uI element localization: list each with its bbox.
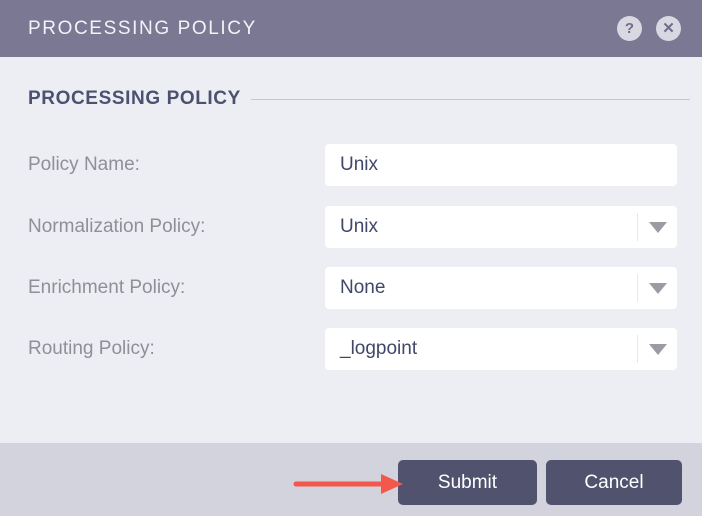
help-icon: ? [624,20,635,37]
selected-value: None [340,277,386,298]
chevron-down-icon [648,343,667,355]
dropdown-arrow-zone [637,274,677,302]
dialog-title: PROCESSING POLICY [28,17,257,39]
red-arrow-annotation-icon [293,474,403,494]
dialog-titlebar: PROCESSING POLICY ? ✕ [0,0,702,57]
dropdown-arrow-zone [637,213,677,241]
dialog-footer: Submit Cancel [0,443,702,516]
enrichment-policy-label: Enrichment Policy: [28,277,186,298]
chevron-down-icon [648,221,667,233]
selected-value: _logpoint [340,338,418,359]
policy-name-input[interactable] [325,144,677,186]
policy-name-label: Policy Name: [28,154,140,175]
form-row-enrichment-policy: Enrichment Policy: None [0,267,702,309]
close-icon: ✕ [662,20,675,37]
form-row-routing-policy: Routing Policy: _logpoint [0,328,702,370]
dropdown-arrow-zone [637,335,677,363]
routing-policy-label: Routing Policy: [28,338,155,359]
form-row-policy-name: Policy Name: [0,144,702,186]
close-button[interactable]: ✕ [656,16,681,41]
selected-value: Unix [340,216,379,237]
chevron-down-icon [648,282,667,294]
routing-policy-select[interactable]: _logpoint [325,328,677,370]
submit-button[interactable]: Submit [398,460,537,505]
cancel-button[interactable]: Cancel [546,460,682,505]
titlebar-icons: ? ✕ [617,0,681,57]
help-button[interactable]: ? [617,16,642,41]
section-divider [250,98,690,100]
section-title: PROCESSING POLICY [28,88,241,109]
section-header: PROCESSING POLICY [28,88,690,110]
enrichment-policy-select[interactable]: None [325,267,677,309]
normalization-policy-select[interactable]: Unix [325,206,677,248]
normalization-policy-label: Normalization Policy: [28,216,206,237]
form-row-normalization-policy: Normalization Policy: Unix [0,206,702,248]
